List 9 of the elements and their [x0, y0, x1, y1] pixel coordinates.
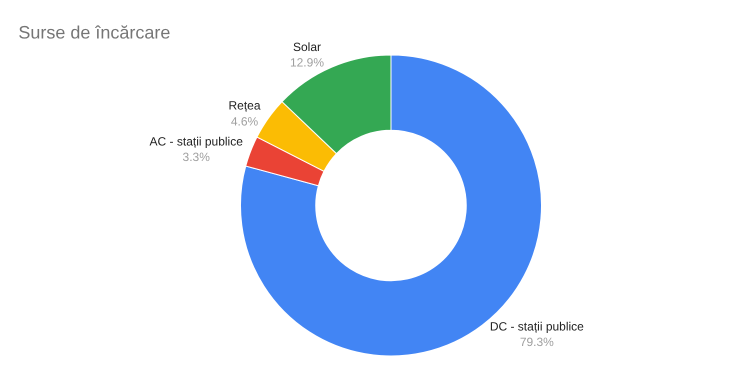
slice-label: AC - stații publice: [150, 134, 244, 149]
slice-label: Solar: [292, 40, 321, 54]
data-label: 12.9%: [290, 55, 324, 70]
slice-label: Rețea: [228, 98, 261, 113]
chart-title: Surse de încărcare: [18, 22, 170, 43]
data-label: 79.3%: [520, 335, 554, 350]
data-label: 3.3%: [182, 150, 210, 164]
data-label: 4.6%: [230, 114, 258, 128]
slice-label: DC - stații publice: [490, 320, 584, 334]
